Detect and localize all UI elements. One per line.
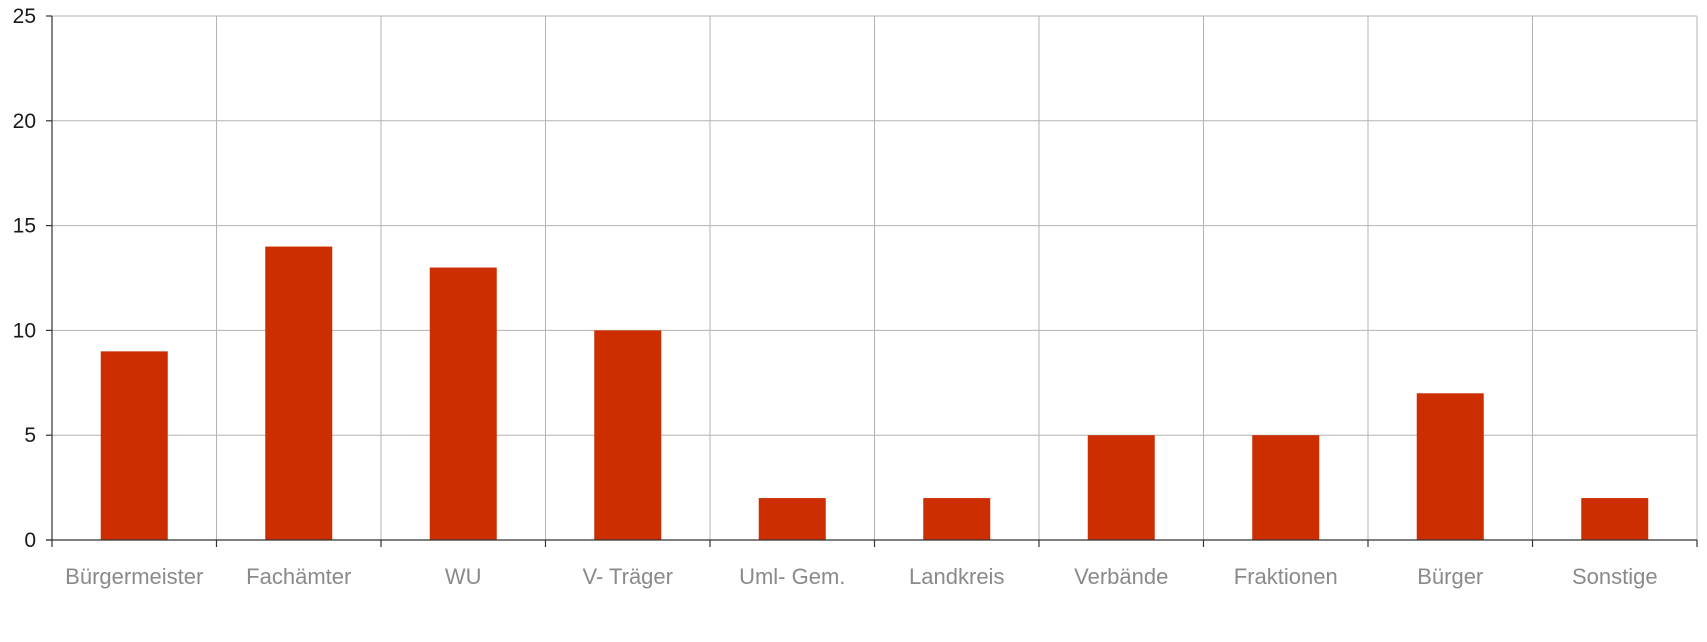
y-tick-label: 15 <box>13 215 36 238</box>
y-tick-label: 20 <box>13 110 36 133</box>
bar-fraktionen <box>1252 435 1320 540</box>
bar-wu <box>429 267 497 540</box>
x-tick-label: Uml- Gem. <box>739 564 845 589</box>
x-tick-label: Bürger <box>1417 564 1483 589</box>
x-tick-label: Sonstige <box>1572 564 1658 589</box>
x-tick-label: V- Träger <box>583 564 673 589</box>
bar-v-träger <box>594 330 662 540</box>
y-tick-labels: 0 5 10 15 20 25 <box>13 5 36 552</box>
x-tick-label: Landkreis <box>909 564 1004 589</box>
bar-uml-gem- <box>758 498 826 540</box>
x-tick-label: WU <box>445 564 482 589</box>
x-tick-labels: Bürgermeister Fachämter WU V- Träger Uml- Ge… <box>65 564 1657 589</box>
x-tick-label: Fraktionen <box>1234 564 1338 589</box>
bar-verbände <box>1087 435 1155 540</box>
bar-sonstige <box>1581 498 1649 540</box>
y-tick-label: 25 <box>13 5 36 28</box>
axes-group <box>46 15 1698 547</box>
bar-bürgermeister <box>100 351 168 540</box>
bar-fachämter <box>265 246 333 540</box>
y-tick-label: 10 <box>13 319 36 342</box>
y-tick-label: 5 <box>24 424 36 447</box>
x-tick-label: Bürgermeister <box>65 564 203 589</box>
bar-bürger <box>1416 393 1484 540</box>
y-tick-label: 0 <box>24 529 36 552</box>
x-tick-label: Verbände <box>1074 564 1168 589</box>
bars-group <box>100 246 1649 540</box>
bar-landkreis <box>923 498 991 540</box>
x-tick-label: Fachämter <box>246 564 351 589</box>
